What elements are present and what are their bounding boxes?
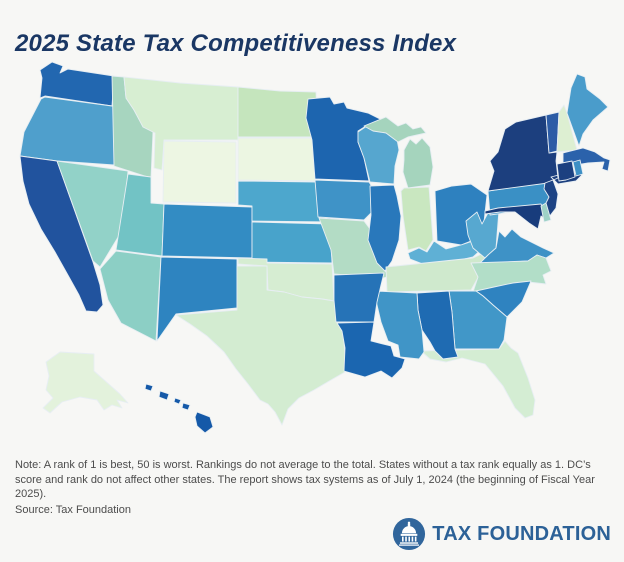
state-wyoming: Wyoming xyxy=(162,140,237,204)
state-north-dakota: North Dakota xyxy=(237,86,319,138)
page-title: 2025 State Tax Competitiveness Index xyxy=(15,30,457,58)
state-hawaii: Hawaii xyxy=(144,383,214,434)
state-maryland: Maryland xyxy=(484,203,547,230)
logo-wordmark: TAX FOUNDATION xyxy=(432,522,611,545)
state-west-virginia: West Virginia xyxy=(465,209,500,259)
state-delaware: Delaware xyxy=(540,202,552,223)
state-new-mexico: New Mexico xyxy=(156,256,238,342)
state-south-dakota: South Dakota xyxy=(237,137,322,182)
map-states-group: Florida Washington Oregon California Nev… xyxy=(19,61,611,434)
state-nevada: Nevada xyxy=(56,160,129,268)
state-kansas: Kansas xyxy=(251,221,333,264)
state-florida: Florida xyxy=(420,340,536,419)
state-new-hampshire: New Hampshire xyxy=(556,104,578,153)
footnote-text: Note: A rank of 1 is best, 50 is worst. … xyxy=(15,459,595,501)
state-connecticut: Connecticut xyxy=(556,160,576,182)
state-iowa: Iowa xyxy=(314,179,375,221)
source-text: Source: Tax Foundation xyxy=(15,504,131,516)
state-arkansas: Arkansas xyxy=(333,272,385,323)
state-montana: Montana xyxy=(123,76,239,171)
state-indiana: Indiana xyxy=(400,186,434,252)
state-maine: Maine xyxy=(566,73,609,147)
state-arizona: Arizona xyxy=(99,250,162,342)
state-minnesota: Minnesota xyxy=(305,96,383,182)
state-alaska: Alaska xyxy=(42,351,129,414)
state-rhode-island: Rhode Island xyxy=(572,159,584,177)
state-colorado: Colorado xyxy=(161,203,253,259)
tax-foundation-logo: TAX FOUNDATION xyxy=(392,517,611,551)
capitol-dome-icon xyxy=(393,517,426,551)
state-michigan: Michigan xyxy=(363,116,434,189)
state-oregon: Oregon xyxy=(19,96,115,166)
state-california: California xyxy=(19,155,104,313)
state-mississippi: Mississippi xyxy=(373,290,425,360)
state-texas: Texas xyxy=(175,265,347,426)
state-illinois: Illinois xyxy=(367,184,402,272)
state-louisiana: Louisiana xyxy=(336,321,406,379)
